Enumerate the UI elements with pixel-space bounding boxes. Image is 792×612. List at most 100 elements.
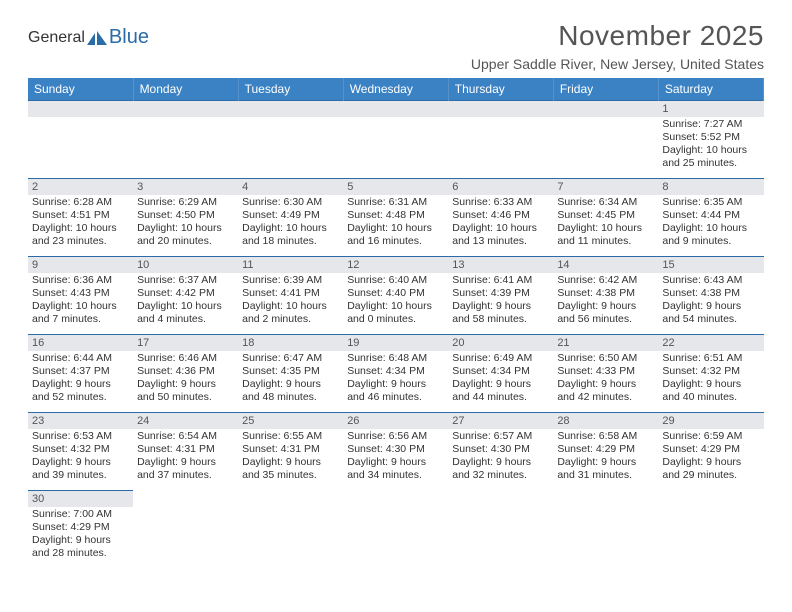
sunrise-line: Sunrise: 6:49 AM [452, 352, 549, 365]
daylight-line: Daylight: 10 hours and 7 minutes. [32, 300, 129, 326]
day-number-strip: 24 [133, 413, 238, 429]
calendar-cell: 23Sunrise: 6:53 AMSunset: 4:32 PMDayligh… [28, 413, 133, 491]
day-cell-body: Sunrise: 7:00 AMSunset: 4:29 PMDaylight:… [28, 507, 133, 563]
sunrise-line: Sunrise: 6:56 AM [347, 430, 444, 443]
calendar-cell: 28Sunrise: 6:58 AMSunset: 4:29 PMDayligh… [553, 413, 658, 491]
calendar-cell: 14Sunrise: 6:42 AMSunset: 4:38 PMDayligh… [553, 257, 658, 335]
daylight-line: Daylight: 9 hours and 40 minutes. [662, 378, 759, 404]
sunset-line: Sunset: 4:31 PM [137, 443, 234, 456]
weekday-header: Saturday [658, 78, 763, 101]
day-cell-body: Sunrise: 6:53 AMSunset: 4:32 PMDaylight:… [28, 429, 133, 485]
daylight-line: Daylight: 9 hours and 58 minutes. [452, 300, 549, 326]
day-cell-body: Sunrise: 6:36 AMSunset: 4:43 PMDaylight:… [28, 273, 133, 329]
daylight-line: Daylight: 9 hours and 50 minutes. [137, 378, 234, 404]
sunset-line: Sunset: 4:38 PM [557, 287, 654, 300]
calendar-cell: 10Sunrise: 6:37 AMSunset: 4:42 PMDayligh… [133, 257, 238, 335]
sunset-line: Sunset: 4:35 PM [242, 365, 339, 378]
sunset-line: Sunset: 4:30 PM [347, 443, 444, 456]
daylight-line: Daylight: 9 hours and 32 minutes. [452, 456, 549, 482]
calendar-cell: 21Sunrise: 6:50 AMSunset: 4:33 PMDayligh… [553, 335, 658, 413]
calendar-row: 16Sunrise: 6:44 AMSunset: 4:37 PMDayligh… [28, 335, 764, 413]
month-title: November 2025 [471, 20, 764, 52]
sunrise-line: Sunrise: 6:33 AM [452, 196, 549, 209]
day-number-strip [448, 101, 553, 117]
day-cell-body: Sunrise: 6:34 AMSunset: 4:45 PMDaylight:… [553, 195, 658, 251]
day-number-strip: 21 [553, 335, 658, 351]
day-number-strip: 2 [28, 179, 133, 195]
calendar-cell: 30Sunrise: 7:00 AMSunset: 4:29 PMDayligh… [28, 491, 133, 569]
calendar-row: 23Sunrise: 6:53 AMSunset: 4:32 PMDayligh… [28, 413, 764, 491]
sunset-line: Sunset: 4:29 PM [557, 443, 654, 456]
sunrise-line: Sunrise: 6:58 AM [557, 430, 654, 443]
day-number-strip: 26 [343, 413, 448, 429]
day-cell-body: Sunrise: 6:44 AMSunset: 4:37 PMDaylight:… [28, 351, 133, 407]
sunrise-line: Sunrise: 6:46 AM [137, 352, 234, 365]
day-cell-body: Sunrise: 6:42 AMSunset: 4:38 PMDaylight:… [553, 273, 658, 329]
calendar-cell [553, 491, 658, 569]
sunset-line: Sunset: 4:46 PM [452, 209, 549, 222]
daylight-line: Daylight: 9 hours and 28 minutes. [32, 534, 129, 560]
day-number-strip: 4 [238, 179, 343, 195]
calendar-cell [448, 101, 553, 179]
day-cell-body: Sunrise: 6:46 AMSunset: 4:36 PMDaylight:… [133, 351, 238, 407]
sunset-line: Sunset: 4:34 PM [452, 365, 549, 378]
day-number-strip: 5 [343, 179, 448, 195]
sunset-line: Sunset: 4:31 PM [242, 443, 339, 456]
daylight-line: Daylight: 9 hours and 56 minutes. [557, 300, 654, 326]
day-number-strip: 29 [658, 413, 763, 429]
calendar-row: 1Sunrise: 7:27 AMSunset: 5:52 PMDaylight… [28, 101, 764, 179]
sunrise-line: Sunrise: 6:48 AM [347, 352, 444, 365]
daylight-line: Daylight: 9 hours and 46 minutes. [347, 378, 444, 404]
sunrise-line: Sunrise: 6:55 AM [242, 430, 339, 443]
sunset-line: Sunset: 4:33 PM [557, 365, 654, 378]
sunset-line: Sunset: 4:29 PM [32, 521, 129, 534]
day-cell-body: Sunrise: 6:39 AMSunset: 4:41 PMDaylight:… [238, 273, 343, 329]
calendar-cell: 7Sunrise: 6:34 AMSunset: 4:45 PMDaylight… [553, 179, 658, 257]
sunrise-line: Sunrise: 6:51 AM [662, 352, 759, 365]
day-number-strip: 27 [448, 413, 553, 429]
calendar-cell: 5Sunrise: 6:31 AMSunset: 4:48 PMDaylight… [343, 179, 448, 257]
day-number-strip: 30 [28, 491, 133, 507]
daylight-line: Daylight: 9 hours and 42 minutes. [557, 378, 654, 404]
sunset-line: Sunset: 4:43 PM [32, 287, 129, 300]
calendar-row: 30Sunrise: 7:00 AMSunset: 4:29 PMDayligh… [28, 491, 764, 569]
daylight-line: Daylight: 9 hours and 54 minutes. [662, 300, 759, 326]
day-number-strip: 18 [238, 335, 343, 351]
logo-sail-icon [87, 31, 107, 45]
sunrise-line: Sunrise: 6:35 AM [662, 196, 759, 209]
day-cell-body: Sunrise: 6:50 AMSunset: 4:33 PMDaylight:… [553, 351, 658, 407]
daylight-line: Daylight: 9 hours and 52 minutes. [32, 378, 129, 404]
calendar-cell: 12Sunrise: 6:40 AMSunset: 4:40 PMDayligh… [343, 257, 448, 335]
sunrise-line: Sunrise: 6:34 AM [557, 196, 654, 209]
sunset-line: Sunset: 4:49 PM [242, 209, 339, 222]
day-cell-body: Sunrise: 6:43 AMSunset: 4:38 PMDaylight:… [658, 273, 763, 329]
sunrise-line: Sunrise: 6:30 AM [242, 196, 339, 209]
calendar-cell [133, 101, 238, 179]
sunrise-line: Sunrise: 6:42 AM [557, 274, 654, 287]
sunset-line: Sunset: 4:51 PM [32, 209, 129, 222]
day-number-strip: 20 [448, 335, 553, 351]
day-number-strip: 11 [238, 257, 343, 273]
day-number-strip [238, 101, 343, 117]
day-cell-body: Sunrise: 6:49 AMSunset: 4:34 PMDaylight:… [448, 351, 553, 407]
title-block: November 2025 Upper Saddle River, New Je… [471, 20, 764, 72]
day-cell-body: Sunrise: 6:59 AMSunset: 4:29 PMDaylight:… [658, 429, 763, 485]
day-number-strip: 17 [133, 335, 238, 351]
weekday-header: Wednesday [343, 78, 448, 101]
sunrise-line: Sunrise: 6:39 AM [242, 274, 339, 287]
daylight-line: Daylight: 9 hours and 37 minutes. [137, 456, 234, 482]
calendar-cell: 13Sunrise: 6:41 AMSunset: 4:39 PMDayligh… [448, 257, 553, 335]
day-number-strip: 7 [553, 179, 658, 195]
sunset-line: Sunset: 4:32 PM [662, 365, 759, 378]
calendar-cell: 6Sunrise: 6:33 AMSunset: 4:46 PMDaylight… [448, 179, 553, 257]
day-number-strip: 12 [343, 257, 448, 273]
day-cell-body: Sunrise: 6:31 AMSunset: 4:48 PMDaylight:… [343, 195, 448, 251]
weekday-header-row: Sunday Monday Tuesday Wednesday Thursday… [28, 78, 764, 101]
calendar-cell: 9Sunrise: 6:36 AMSunset: 4:43 PMDaylight… [28, 257, 133, 335]
calendar-cell [238, 491, 343, 569]
weekday-header: Monday [133, 78, 238, 101]
weekday-header: Tuesday [238, 78, 343, 101]
day-number-strip: 6 [448, 179, 553, 195]
day-number-strip: 14 [553, 257, 658, 273]
day-number-strip: 15 [658, 257, 763, 273]
